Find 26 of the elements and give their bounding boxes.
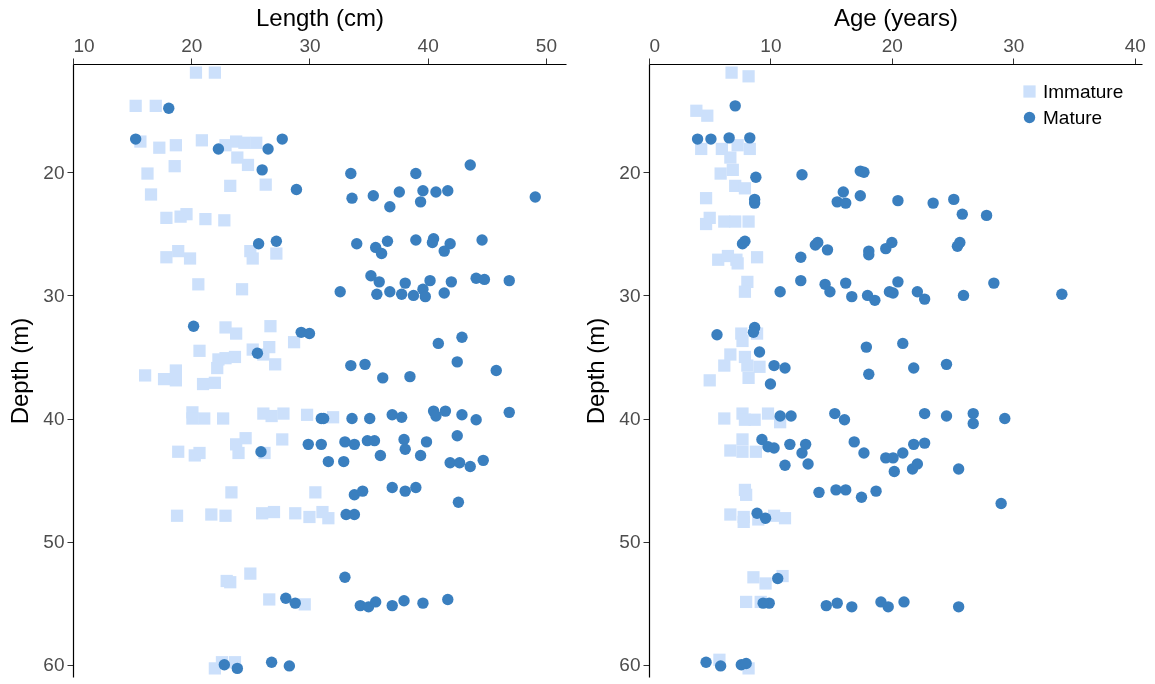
y-axis-title: Depth (m) <box>582 317 610 425</box>
x-tick-label: 20 <box>881 34 903 56</box>
x-tick-label: 30 <box>299 34 321 56</box>
x-tick-label: 10 <box>760 34 782 56</box>
y-tick-label: 30 <box>43 284 65 306</box>
y-tick-label: 60 <box>43 654 65 676</box>
x-tick-label: 10 <box>73 34 95 56</box>
x-axis-title: Age (years) <box>833 3 959 31</box>
y-axis-title: Depth (m) <box>6 317 34 425</box>
x-tick-label: 40 <box>1124 34 1146 56</box>
y-tick-label: 40 <box>619 408 641 430</box>
y-tick-label: 50 <box>619 531 641 553</box>
y-tick-label: 20 <box>619 161 641 183</box>
y-tick-label: 20 <box>43 161 65 183</box>
legend-label: Immature <box>1043 80 1124 102</box>
y-tick-label: 30 <box>619 284 641 306</box>
y-tick-label: 50 <box>43 531 65 553</box>
legend-label: Mature <box>1043 106 1103 128</box>
x-tick-label: 30 <box>1003 34 1025 56</box>
x-axis-title: Length (cm) <box>255 3 385 31</box>
x-tick-label: 50 <box>535 34 557 56</box>
y-tick-label: 40 <box>43 408 65 430</box>
x-tick-label: 20 <box>181 34 203 56</box>
x-tick-label: 40 <box>417 34 439 56</box>
y-tick-label: 60 <box>619 654 641 676</box>
x-tick-label: 0 <box>649 34 661 56</box>
